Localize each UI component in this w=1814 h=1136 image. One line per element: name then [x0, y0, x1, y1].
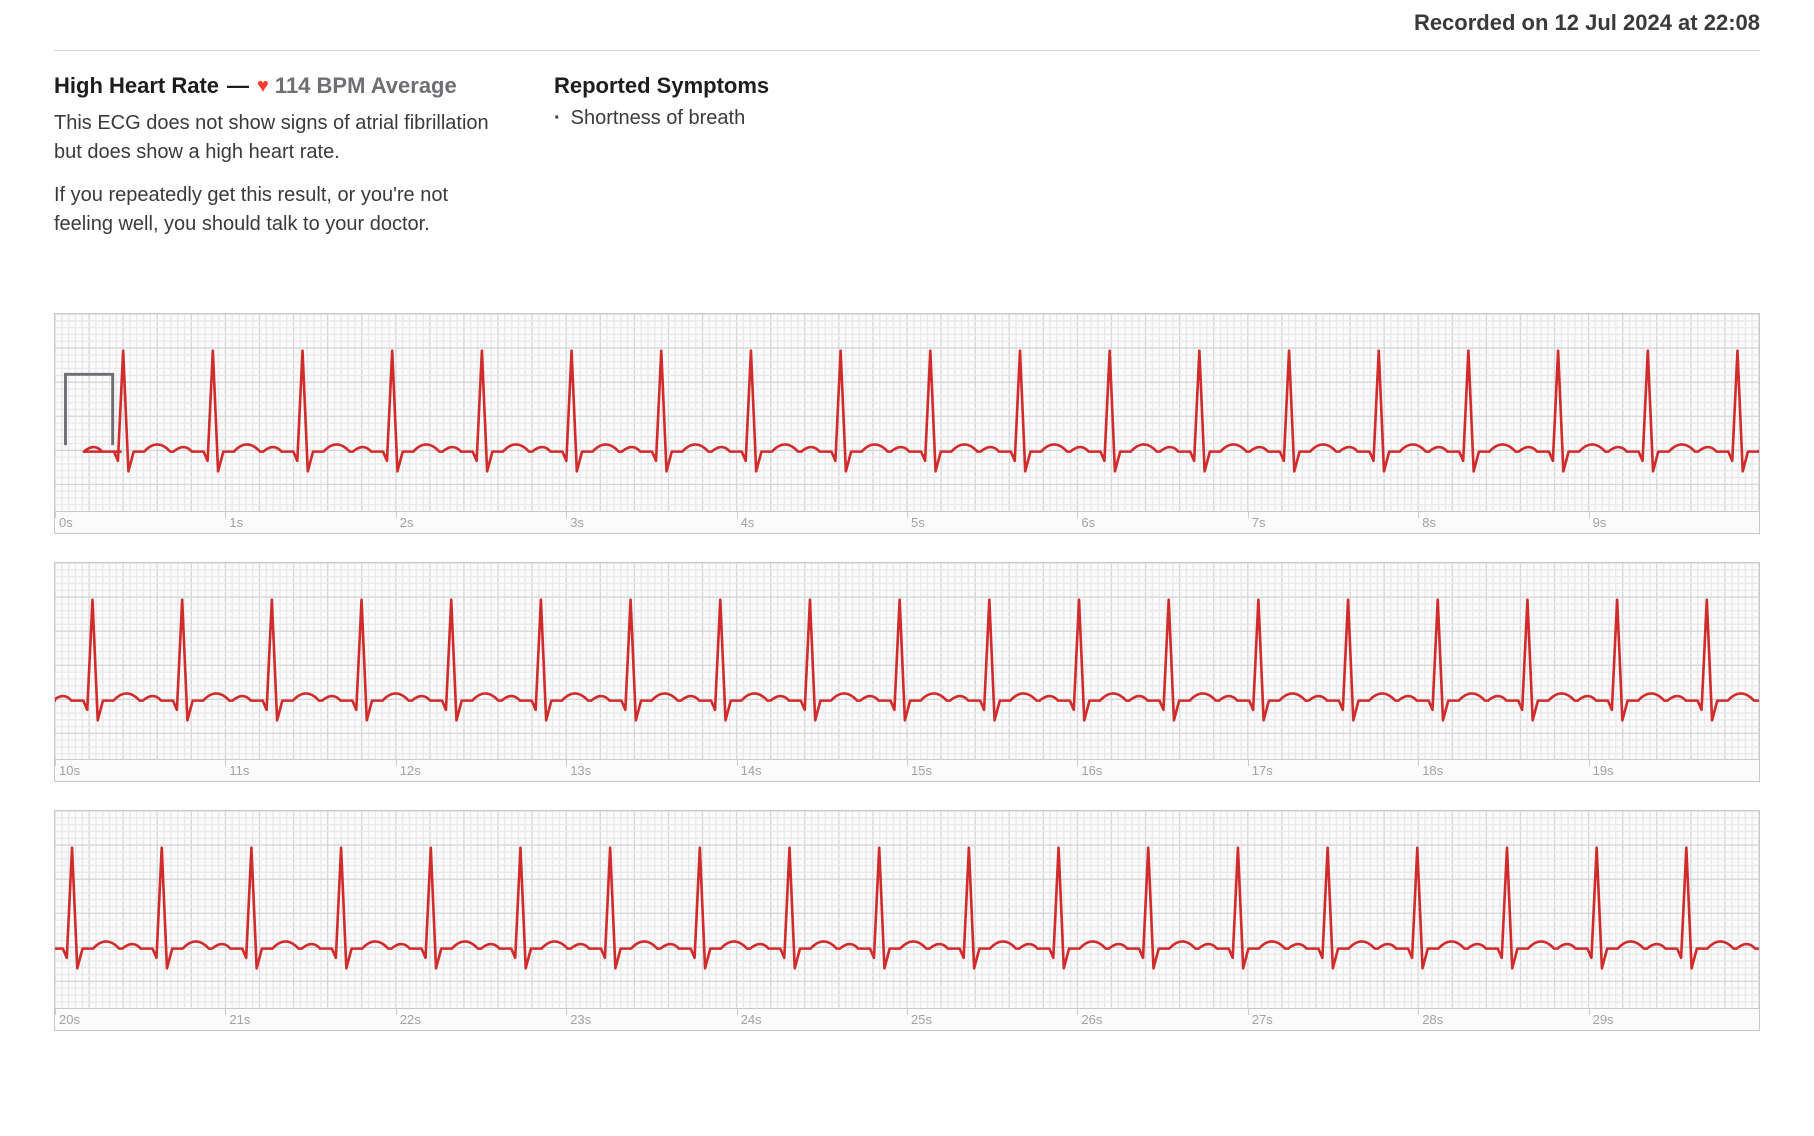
time-tick: 24s [741, 1012, 762, 1027]
ecg-strip: 20s 21s 22s 23s 24s 25s 26s 27s 28s 29s [54, 810, 1760, 1031]
divider [54, 50, 1760, 51]
ecg-strip: 10s 11s 12s 13s 14s 15s 16s 17s 18s 19s [54, 562, 1760, 783]
result-column: High Heart Rate — ♥ 114 BPM Average This… [54, 73, 494, 253]
time-axis: 0s 1s 2s 3s 4s 5s 6s 7s 8s 9s [55, 511, 1759, 533]
time-tick: 29s [1593, 1012, 1614, 1027]
title-dash: — [227, 73, 249, 99]
time-tick: 5s [911, 515, 925, 530]
symptom-item: Shortness of breath [554, 107, 1760, 130]
time-tick: 18s [1422, 763, 1443, 778]
heart-icon: ♥ [257, 76, 269, 96]
symptoms-column: Reported Symptoms Shortness of breath [554, 73, 1760, 253]
time-tick: 8s [1422, 515, 1436, 530]
time-tick: 16s [1081, 763, 1102, 778]
symptoms-title: Reported Symptoms [554, 73, 1760, 99]
result-desc-1: This ECG does not show signs of atrial f… [54, 109, 494, 167]
result-title: High Heart Rate — ♥ 114 BPM Average [54, 73, 494, 99]
time-tick: 21s [229, 1012, 250, 1027]
ecg-svg [55, 811, 1759, 1008]
ecg-strips: 0s 1s 2s 3s 4s 5s 6s 7s 8s 9s 10s 11s 12s 13s 14s 15s 16… [54, 313, 1760, 1031]
time-tick: 0s [59, 515, 73, 530]
time-tick: 4s [741, 515, 755, 530]
bpm-average: 114 BPM Average [275, 73, 457, 99]
time-tick: 14s [741, 763, 762, 778]
time-tick: 27s [1252, 1012, 1273, 1027]
time-tick: 12s [400, 763, 421, 778]
time-tick: 15s [911, 763, 932, 778]
time-tick: 17s [1252, 763, 1273, 778]
time-tick: 26s [1081, 1012, 1102, 1027]
ecg-svg [55, 563, 1759, 760]
time-tick: 23s [570, 1012, 591, 1027]
time-tick: 7s [1252, 515, 1266, 530]
time-tick: 11s [229, 763, 249, 778]
time-tick: 25s [911, 1012, 932, 1027]
time-tick: 1s [229, 515, 243, 530]
time-tick: 20s [59, 1012, 80, 1027]
time-tick: 6s [1081, 515, 1095, 530]
time-tick: 10s [59, 763, 80, 778]
time-tick: 13s [570, 763, 591, 778]
info-row: High Heart Rate — ♥ 114 BPM Average This… [54, 73, 1760, 253]
time-axis: 20s 21s 22s 23s 24s 25s 26s 27s 28s 29s [55, 1008, 1759, 1030]
time-tick: 28s [1422, 1012, 1443, 1027]
time-tick: 22s [400, 1012, 421, 1027]
result-title-main: High Heart Rate [54, 73, 219, 99]
time-tick: 19s [1593, 763, 1614, 778]
time-axis: 10s 11s 12s 13s 14s 15s 16s 17s 18s 19s [55, 759, 1759, 781]
ecg-strip: 0s 1s 2s 3s 4s 5s 6s 7s 8s 9s [54, 313, 1760, 534]
result-desc-2: If you repeatedly get this result, or yo… [54, 181, 494, 239]
ecg-svg [55, 314, 1759, 511]
recorded-timestamp: Recorded on 12 Jul 2024 at 22:08 [54, 0, 1760, 50]
time-tick: 9s [1593, 515, 1607, 530]
symptoms-list: Shortness of breath [554, 107, 1760, 130]
time-tick: 2s [400, 515, 414, 530]
time-tick: 3s [570, 515, 584, 530]
